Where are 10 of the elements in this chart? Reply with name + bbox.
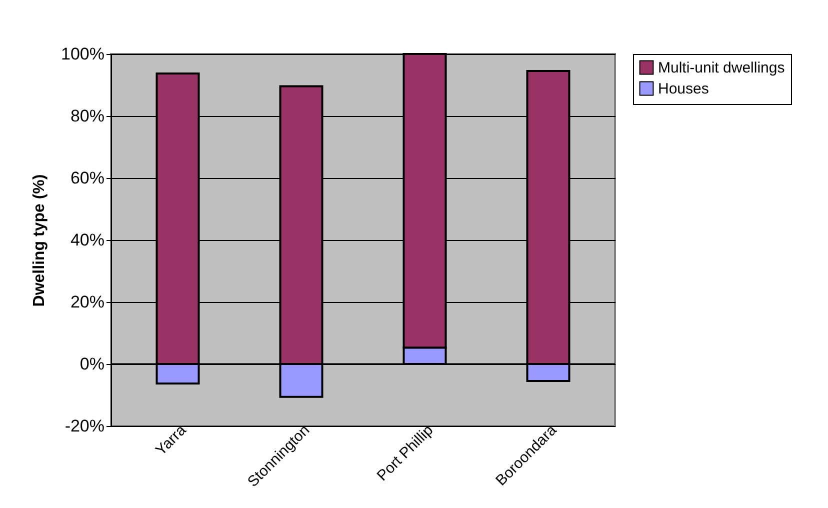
y-tick-label: 80%	[70, 106, 104, 126]
legend-label: Multi-unit dwellings	[658, 60, 785, 76]
legend-label: Houses	[658, 80, 709, 98]
y-tick-label: -20%	[64, 416, 104, 436]
y-axis-title: Dwelling type (%)	[31, 174, 48, 307]
y-tick-label: 40%	[70, 230, 104, 250]
y-tick-label: 60%	[70, 168, 104, 188]
y-tick-label: 20%	[70, 292, 104, 312]
y-tick-label: 100%	[61, 44, 104, 64]
y-tick-label: 0%	[80, 354, 104, 374]
